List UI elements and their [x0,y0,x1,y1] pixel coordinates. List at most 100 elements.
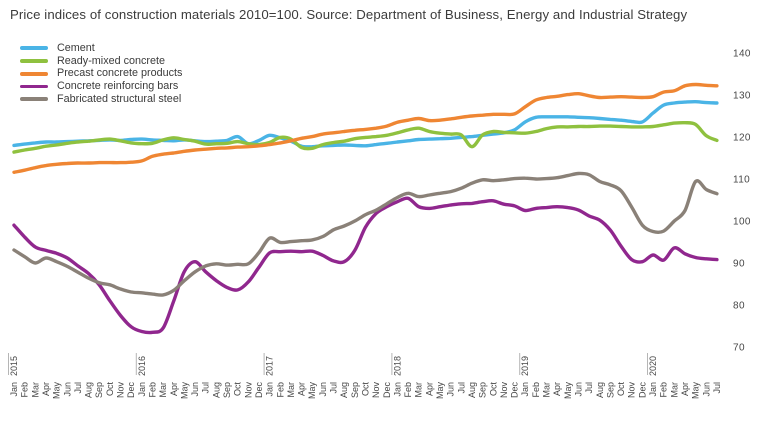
x-axis-month-label: Feb [531,382,541,398]
x-axis-month-label: Aug [467,382,477,398]
x-axis-month-label: Mar [542,382,552,398]
legend-item-precast-concrete-products: Precast concrete products [20,67,182,80]
legend-swatch-icon [20,97,48,101]
x-axis-year-label: 2015 [9,356,19,376]
x-axis-month-label: Jul [329,382,339,394]
x-axis-month-label: Sep [605,382,615,398]
legend-swatch-icon [20,84,48,89]
x-axis-month-label: Jan [520,382,530,397]
x-axis-month-label: Aug [84,382,94,398]
x-axis-month-label: Jan [9,382,19,397]
series-line-precast-concrete-products [12,82,719,174]
x-axis-year-label: 2019 [520,356,530,376]
x-axis-month-label: Feb [20,382,30,398]
x-axis-month-label: May [52,382,62,400]
legend-label: Ready-mixed concrete [57,54,166,67]
x-axis-month-label: Jan [392,382,402,397]
y-axis-label: 80 [733,301,745,312]
x-axis-month-label: Feb [659,382,669,398]
x-axis-month-label: Nov [627,382,637,399]
series-line-concrete-reinforcing-bars [12,196,719,335]
x-axis-month-label: Nov [499,382,509,399]
x-axis-month-label: Mar [158,382,168,398]
x-axis-month-label: Apr [552,382,562,396]
x-axis-month-label: May [435,382,445,400]
y-axis-label: 70 [733,343,745,354]
legend-swatch-icon [20,71,48,76]
x-axis-month-label: May [307,382,317,400]
legend-label: Concrete reinforcing bars [57,80,179,92]
y-axis-label: 110 [733,175,750,186]
legend-label: Fabricated structural steel [57,92,182,105]
x-axis-month-label: Jan [648,382,658,397]
y-axis-label: 90 [733,259,745,270]
x-axis-month-label: Apr [169,382,179,396]
legend-item-fabricated-structural-steel: Fabricated structural steel [20,93,182,106]
x-axis-month-label: Jul [584,382,594,394]
x-axis-month-label: Aug [339,382,349,398]
x-axis-month-label: Nov [243,382,253,399]
x-axis-month-label: Oct [616,382,626,397]
x-axis-month-label: Sep [94,382,104,398]
legend-label: Precast concrete products [57,67,183,80]
x-axis-month-label: Dec [382,382,392,399]
y-axis-label: 100 [733,217,751,228]
x-axis-month-label: Apr [424,382,434,396]
x-axis-month-label: Aug [595,382,605,398]
legend-item-concrete-reinforcing-bars: Concrete reinforcing bars [20,80,182,93]
x-axis-month-label: Sep [350,382,360,398]
x-axis-month-label: Nov [116,382,126,399]
x-axis-month-label: Mar [286,382,296,398]
x-axis-month-label: Jul [73,382,83,394]
x-axis-year-label: 2020 [648,356,658,376]
legend-label: Cement [57,41,95,54]
x-axis-month-label: Mar [30,382,40,398]
x-axis-month-label: Sep [478,382,488,398]
x-axis-month-label: Sep [222,382,232,398]
y-axis-label: 130 [733,91,751,102]
x-axis-month-label: Apr [41,382,51,396]
x-axis-month-label: Dec [126,382,136,399]
x-axis-month-label: Feb [275,382,285,398]
x-axis-month-label: Feb [148,382,158,398]
x-axis-month-label: Oct [360,382,370,397]
x-axis-year-label: 2018 [392,356,402,376]
x-axis-year-label: 2016 [137,356,147,376]
x-axis-month-label: May [691,382,701,400]
x-axis-month-label: May [563,382,573,400]
x-axis-month-label: Jun [318,382,328,397]
x-axis-month-label: Feb [403,382,413,398]
x-axis-month-label: Mar [414,382,424,398]
x-axis-month-label: Dec [254,382,264,399]
x-axis-month-label: Jun [574,382,584,397]
x-axis-month-label: Oct [105,382,115,397]
series-line-ready-mixed-concrete [12,120,719,154]
x-axis-month-label: Oct [233,382,243,397]
x-axis-month-label: Jan [265,382,275,397]
x-axis-month-label: Dec [510,382,520,399]
x-axis-month-label: Jun [701,382,711,397]
x-axis-month-label: Dec [637,382,647,399]
series-line-cement [12,99,719,149]
y-axis-label: 120 [733,133,751,144]
legend: Cement Ready-mixed concrete Precast concre… [20,42,182,105]
y-axis-label: 140 [733,49,751,60]
series-line-fabricated-structural-steel [12,171,719,297]
x-axis-month-label: Apr [297,382,307,396]
legend-swatch-icon [20,59,48,63]
x-axis-month-label: Jul [201,382,211,394]
legend-swatch-icon [20,46,48,51]
x-axis-month-label: Apr [680,382,690,396]
x-axis-month-label: Aug [211,382,221,398]
x-axis-month-label: Jun [446,382,456,397]
x-axis-month-label: Jun [62,382,72,397]
chart-title: Price indices of construction materials … [10,7,688,22]
x-axis-month-label: Jun [190,382,200,397]
x-axis-month-label: Jul [712,382,722,394]
legend-item-ready-mixed-concrete: Ready-mixed concrete [20,55,182,68]
x-axis-month-label: Jan [137,382,147,397]
legend-item-cement: Cement [20,42,182,55]
x-axis-month-label: Mar [669,382,679,398]
